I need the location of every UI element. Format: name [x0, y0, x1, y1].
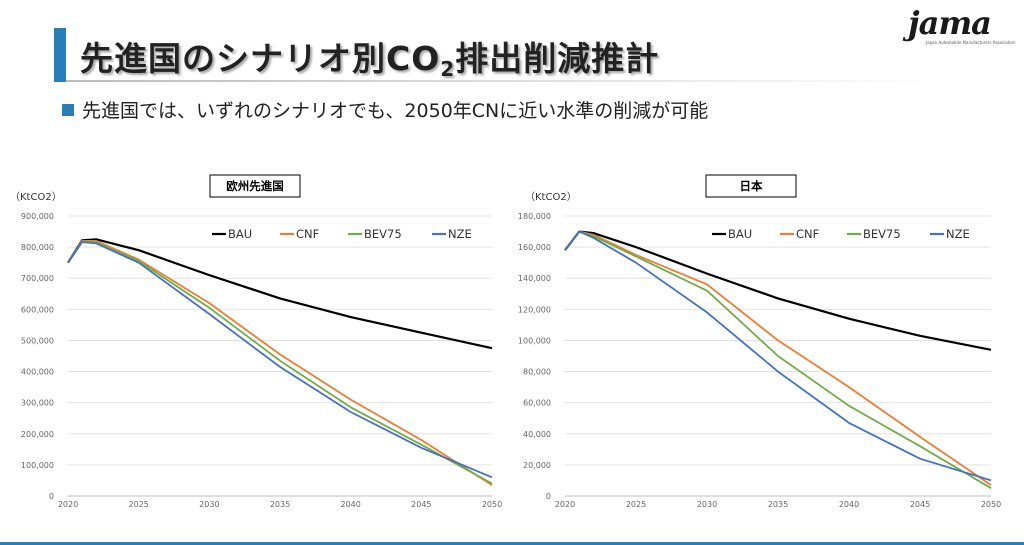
y-tick-label: 120,000 — [518, 305, 551, 314]
legend-label-bev75: BEV75 — [863, 227, 901, 241]
legend-label-cnf: CNF — [296, 227, 319, 241]
y-tick-label: 40,000 — [523, 430, 551, 439]
chart-title-box — [705, 174, 797, 198]
bullet-point: 先進国では、いずれのシナリオでも、2050年CNに近い水準の削減が可能 — [62, 96, 708, 123]
legend-label-bau: BAU — [228, 227, 252, 241]
y-tick-label: 600,000 — [21, 305, 54, 314]
y-tick-label: 500,000 — [21, 336, 54, 345]
y-tick-label: 100,000 — [518, 336, 551, 345]
title-accent-bar — [54, 28, 66, 82]
y-tick-label: 60,000 — [523, 399, 551, 408]
chart-europe: 欧州先進国 （KtCO2） 0 100,000 200,000 300,000 400,00… — [0, 170, 505, 520]
legend-label-bau: BAU — [728, 227, 752, 241]
x-tick-label: 2025 — [626, 500, 646, 509]
bullet-square-icon — [62, 103, 74, 116]
chart-title-box — [209, 174, 301, 198]
series-line-cnf — [564, 230, 992, 486]
jama-logo: jama Japan Automobile Manufacturers Asso… — [908, 4, 1015, 48]
bottom-rule — [0, 542, 1024, 545]
x-tick-label: 2025 — [128, 500, 148, 509]
y-tick-label: 800,000 — [21, 243, 54, 252]
y-tick-label: 180,000 — [518, 212, 551, 221]
x-tick-label: 2035 — [768, 500, 788, 509]
chart-japan: 日本 （KtCO2） 0 20,000 40,000 60,000 80,000 100,00… — [505, 170, 1015, 520]
y-tick-label: 100,000 — [21, 461, 54, 470]
y-axis-label: （KtCO2） — [10, 191, 62, 203]
series-line-bau — [564, 230, 992, 351]
title-underline — [66, 80, 946, 82]
series-line-bau — [67, 238, 493, 350]
title-subscript: 2 — [440, 57, 456, 81]
y-tick-label: 80,000 — [523, 368, 551, 377]
legend-label-nze: NZE — [448, 227, 472, 241]
y-tick-label: 700,000 — [21, 274, 54, 283]
y-tick-label: 0 — [546, 492, 551, 501]
legend-label-bev75: BEV75 — [364, 227, 402, 241]
series-line-nze — [564, 230, 992, 482]
y-tick-label: 300,000 — [21, 399, 54, 408]
x-tick-label: 2045 — [411, 500, 431, 509]
x-tick-label: 2020 — [58, 500, 78, 509]
page-title: 先進国のシナリオ別CO2排出削減推計 — [80, 39, 660, 81]
x-tick-label: 2030 — [199, 500, 219, 509]
x-tick-label: 2050 — [981, 500, 1001, 509]
x-tick-label: 2035 — [270, 500, 290, 509]
x-tick-label: 2040 — [340, 500, 360, 509]
chart-title: 欧州先進国 — [226, 179, 284, 193]
y-tick-label: 200,000 — [21, 430, 54, 439]
y-tick-label: 20,000 — [523, 461, 551, 470]
x-tick-label: 2045 — [910, 500, 930, 509]
legend-label-nze: NZE — [946, 227, 970, 241]
series-line-nze — [67, 241, 493, 479]
bullet-text: 先進国では、いずれのシナリオでも、2050年CNに近い水準の削減が可能 — [82, 100, 709, 122]
y-axis-label: （KtCO2） — [525, 191, 577, 203]
x-tick-label: 2050 — [482, 500, 502, 509]
logo-wordmark: jama — [908, 4, 992, 42]
y-tick-label: 400,000 — [21, 368, 54, 377]
chart-title: 日本 — [740, 179, 763, 193]
x-tick-label: 2030 — [697, 500, 717, 509]
series-line-bev75 — [564, 230, 992, 489]
logo-tagline: Japan Automobile Manufacturers Associati… — [926, 40, 1016, 45]
legend-label-cnf: CNF — [796, 227, 819, 241]
y-tick-label: 160,000 — [518, 243, 551, 252]
y-tick-label: 140,000 — [518, 274, 551, 283]
y-tick-label: 900,000 — [21, 212, 54, 221]
y-tick-label: 0 — [49, 492, 54, 501]
x-tick-label: 2040 — [839, 500, 859, 509]
x-tick-label: 2020 — [555, 500, 575, 509]
